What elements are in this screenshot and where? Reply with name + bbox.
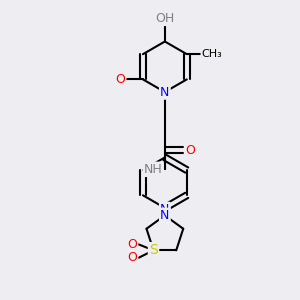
Text: N: N [160,85,170,98]
Text: CH₃: CH₃ [202,49,222,59]
Text: NH: NH [144,163,162,176]
Text: O: O [127,251,137,264]
Text: OH: OH [155,12,175,25]
Text: O: O [127,238,137,251]
Text: S: S [149,243,158,257]
Text: O: O [115,73,125,86]
Text: N: N [160,209,170,222]
Text: O: O [185,143,195,157]
Text: N: N [160,203,170,216]
